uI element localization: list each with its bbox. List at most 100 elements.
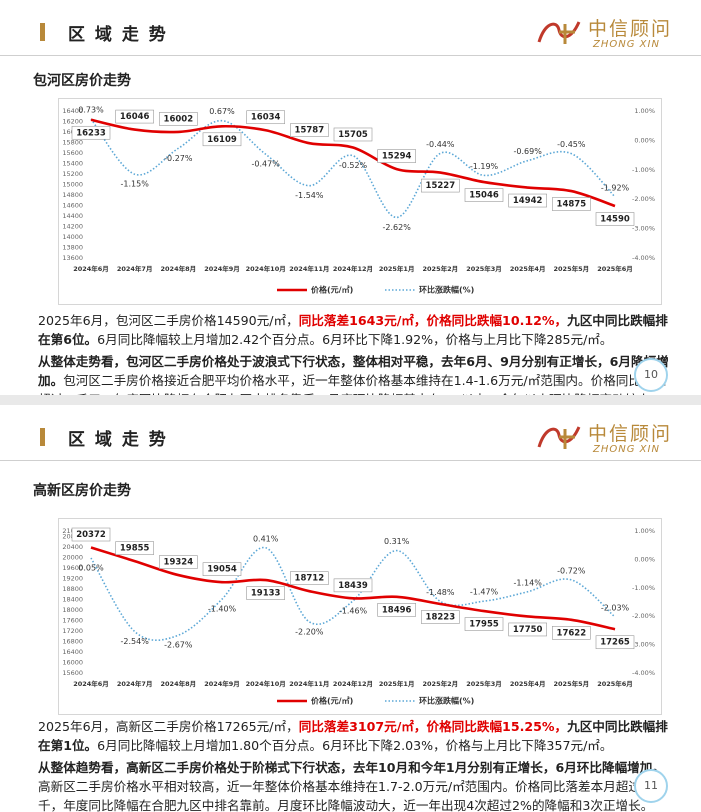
text-segment: 从整体走势看，包河区二手房价格处于波浪式下行状态，整体相对平稳，去年6月、9月分… <box>38 354 669 388</box>
y2-tick-label: -3.00% <box>632 641 655 649</box>
pct-line <box>90 118 616 219</box>
slide: 区 域 走 势 中信顾问 ZHONG XIN 包河区房价走势 13600 1380… <box>0 0 701 395</box>
price-line <box>90 118 616 208</box>
y2-tick-label: -2.00% <box>632 612 655 620</box>
logo-sub: ZHONG XIN <box>593 444 660 455</box>
pct-label: -2.62% <box>383 223 412 232</box>
y2-tick-label: -4.00% <box>632 254 655 262</box>
price-label-box <box>464 188 504 202</box>
price-label-box <box>115 109 154 124</box>
y-tick-label: 14600 <box>62 202 83 210</box>
price-label: 17265 <box>600 638 630 648</box>
y-tick-label: 15000 <box>62 181 83 189</box>
price-label-box <box>377 603 416 617</box>
price-label-box <box>115 541 154 555</box>
pct-label: -2.20% <box>295 627 324 636</box>
price-label: 18439 <box>338 581 368 591</box>
y-tick-label: 20000 <box>62 553 83 561</box>
price-label-box <box>246 586 285 600</box>
price-label-box <box>202 562 242 576</box>
pct-label: 0.67% <box>209 107 235 116</box>
page-number: 11 <box>634 769 668 803</box>
y2-tick-label: 0.00% <box>634 136 655 144</box>
y2-tick-label: -1.00% <box>632 166 655 174</box>
price-label: 18496 <box>382 605 412 615</box>
y-tick-label: 19600 <box>62 564 83 572</box>
x-tick-label: 2024年8月 <box>161 679 197 688</box>
price-label-box <box>290 123 329 137</box>
legend-label: 环比涨跌幅(%) <box>419 285 474 295</box>
price-label-box <box>290 571 329 585</box>
text-segment: 高新区二手房价格水平相对较高，近一年整体价格基本维持在1.7-2.0万元/㎡范围… <box>38 779 654 812</box>
pct-label: 0.05% <box>78 563 104 572</box>
header-line <box>0 460 701 461</box>
price-label: 15046 <box>469 191 499 201</box>
page-number: 10 <box>634 358 668 392</box>
x-tick-label: 2024年11月 <box>289 679 329 688</box>
header: 区 域 走 势 <box>68 430 168 450</box>
y-tick-label: 20400 <box>62 543 83 551</box>
price-label: 16233 <box>76 128 106 138</box>
y-tick-label: 17200 <box>62 627 83 635</box>
price-label-box <box>421 610 460 624</box>
price-label: 15294 <box>382 152 412 162</box>
pct-label: -1.92% <box>601 183 630 192</box>
price-label: 14942 <box>513 196 543 206</box>
y2-tick-label: -2.00% <box>632 195 655 203</box>
y2-tick-label: 1.00% <box>634 527 655 535</box>
price-label-box <box>421 178 460 193</box>
price-label-box <box>377 149 416 163</box>
x-tick-label: 2025年5月 <box>554 264 590 273</box>
price-label-box <box>202 132 242 147</box>
pct-label: -1.48% <box>426 588 455 597</box>
x-tick-label: 2024年6月 <box>73 679 109 688</box>
x-tick-label: 2024年12月 <box>333 264 373 273</box>
paragraph: 2025年6月，包河区二手房价格14590元/㎡，同比落差1643元/㎡，价格同… <box>38 311 670 349</box>
pct-label: -0.45% <box>557 140 586 149</box>
text-segment: 2025年6月，高新区二手房价格17265元/㎡， <box>38 719 299 734</box>
pct-label: -1.46% <box>339 606 368 615</box>
x-tick-label: 2024年7月 <box>117 264 153 273</box>
price-label: 17622 <box>557 628 587 638</box>
x-tick-label: 2025年3月 <box>466 264 502 273</box>
pct-label: 0.73% <box>78 105 104 114</box>
price-label: 16034 <box>251 113 281 123</box>
price-label: 19855 <box>120 544 150 554</box>
x-tick-label: 2025年1月 <box>379 679 415 688</box>
y-tick-label: 15200 <box>62 170 83 178</box>
y-tick-label: 16400 <box>62 107 83 115</box>
price-label: 16109 <box>207 135 237 145</box>
paragraph: 从整体趋势看，高新区二手房价格处于阶梯式下行状态，去年10月和今年1月分别有正增… <box>38 758 670 812</box>
y-tick-label: 16800 <box>62 637 83 645</box>
price-label: 17955 <box>469 620 499 630</box>
price-label-box <box>595 212 635 226</box>
price-label: 17750 <box>513 625 543 635</box>
section-title: 包河区房价走势 <box>33 73 131 89</box>
price-label: 16002 <box>164 114 194 124</box>
x-tick-label: 2024年9月 <box>204 264 240 273</box>
pct-label: -2.67% <box>164 641 193 650</box>
y-tick-label: 13800 <box>62 244 83 252</box>
price-label-box <box>552 626 591 640</box>
x-tick-label: 2024年11月 <box>289 264 329 273</box>
y-tick-label: 18800 <box>62 585 83 593</box>
y2-tick-label: 0.00% <box>634 555 655 563</box>
price-label-box <box>552 197 591 211</box>
logo: 中信顾问 <box>588 423 673 445</box>
pct-label: -2.54% <box>121 637 150 646</box>
pct-label: -0.52% <box>339 161 368 170</box>
price-label: 16046 <box>120 112 150 122</box>
paragraph: 2025年6月，高新区二手房价格17265元/㎡，同比落差3107元/㎡，价格同… <box>38 717 670 755</box>
y-tick-label: 19200 <box>62 574 83 582</box>
y-tick-label: 18400 <box>62 595 83 603</box>
y-tick-label: 13600 <box>62 254 83 262</box>
price-label-box <box>246 110 285 125</box>
y-tick-label: 17600 <box>62 616 83 624</box>
pct-label: -1.40% <box>208 605 237 614</box>
pct-label: 0.31% <box>384 537 410 546</box>
chart: 13600 13800 14000 14200 14400 14600 14800 15000… <box>58 98 662 305</box>
text-segment: 2025年6月，包河区二手房价格14590元/㎡， <box>38 313 299 328</box>
y-tick-label: 15400 <box>62 160 83 168</box>
y-tick-label: 14200 <box>62 223 83 231</box>
